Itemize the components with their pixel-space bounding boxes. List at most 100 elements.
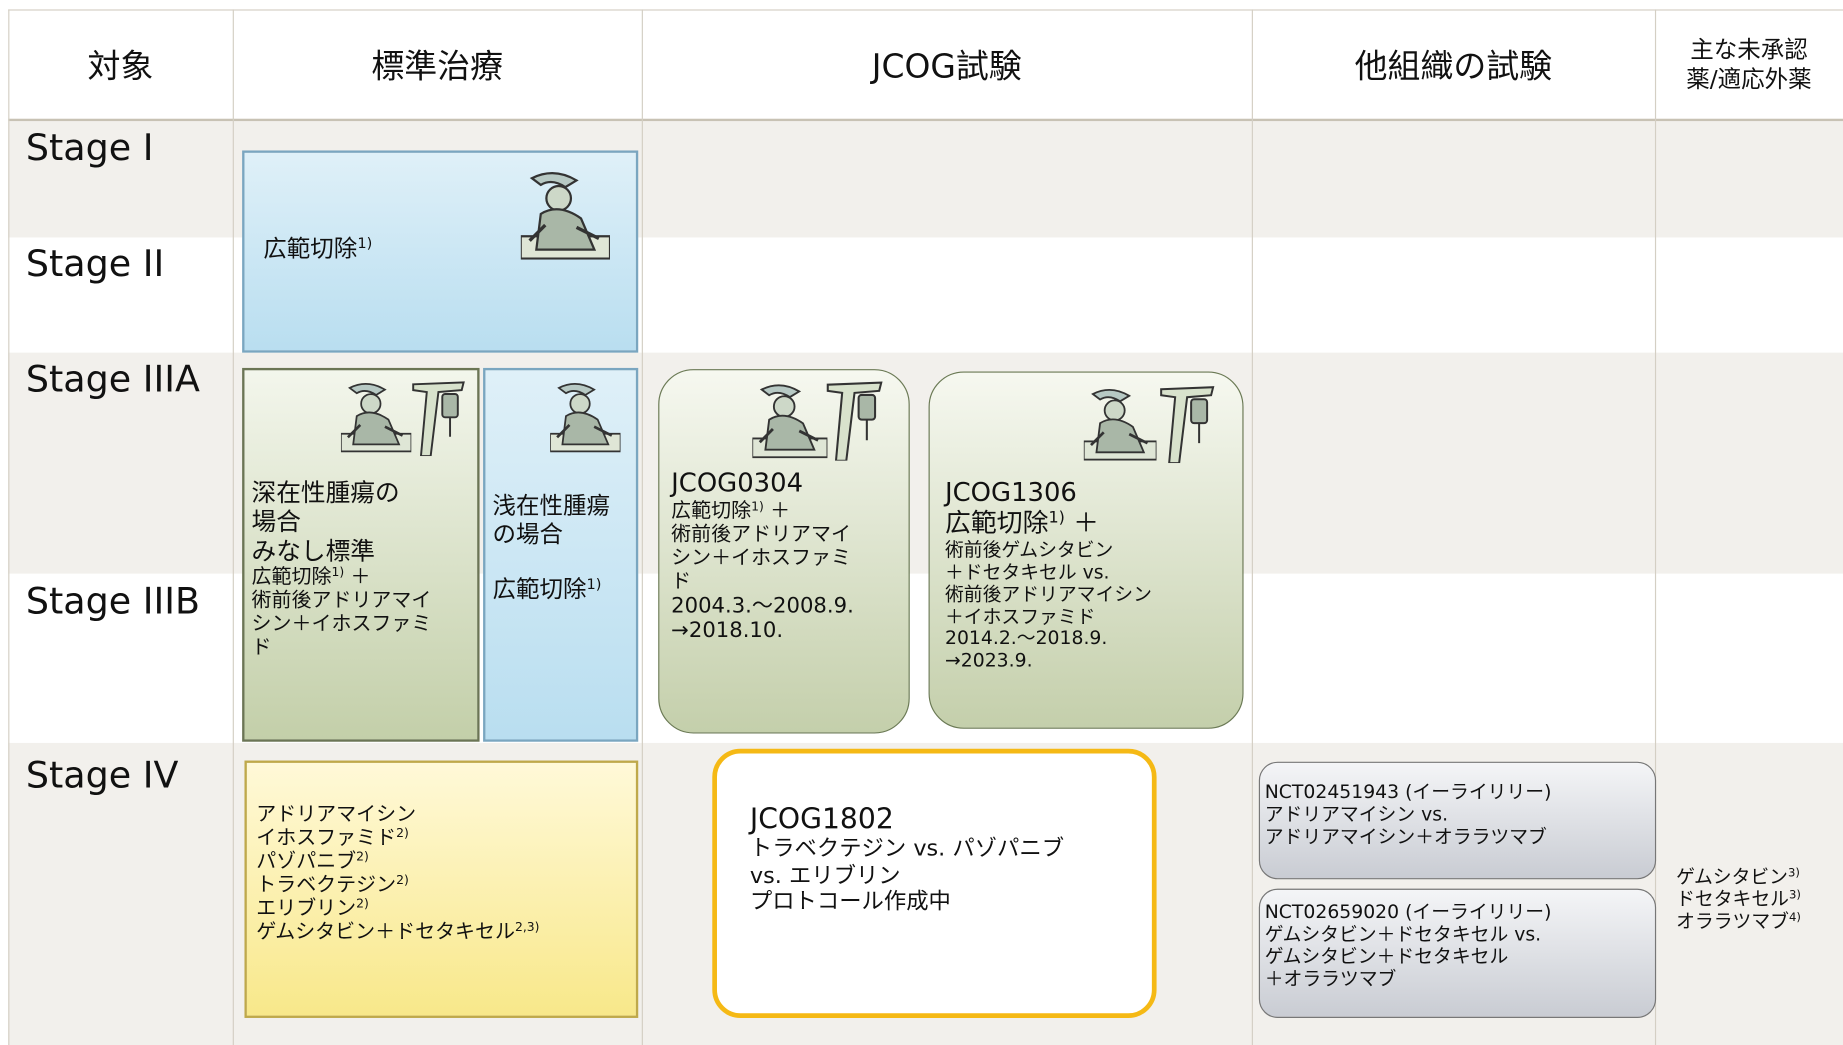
text-line: シン＋イホスファミ — [251, 612, 432, 637]
stage-label: Stage IIIA — [25, 358, 200, 401]
table-border — [1654, 9, 1657, 1045]
text-line: アドリアマイシン＋オララツマブ — [1264, 824, 1547, 848]
text: イホスファミド — [256, 826, 397, 850]
text-line: 術前後アドリアマイシン — [945, 582, 1152, 605]
column-header: 主な未承認 薬/適応外薬 — [1655, 9, 1843, 119]
text: パゾパニブ — [256, 849, 357, 874]
text-line: 広範切除1) ＋ — [945, 509, 1242, 540]
text-line: 2014.2.～2018.9. — [945, 627, 1108, 650]
text-line: イホスファミド2) — [256, 826, 636, 850]
text: 広範切除 — [492, 575, 587, 604]
text-line: トラベクテジン2) — [256, 874, 636, 898]
text: トラベクテジン — [256, 873, 397, 898]
text-line: シン＋イホスファミ — [671, 546, 851, 571]
text-line: JCOG1802 — [749, 802, 894, 836]
treatment-box: 深在性腫瘍の 場合 みなし標準 広範切除1) ＋術前後アドリアマイ シン＋イホスファミド — [242, 367, 480, 742]
text-line: NCT02659020 (イーライリリー) — [1264, 900, 1552, 923]
text-line: パゾパニブ2) — [256, 850, 636, 874]
surgeon-icon — [550, 379, 621, 454]
text: エリブリン — [256, 897, 357, 921]
text: オララツマブ — [1676, 909, 1789, 932]
column-header: 他組織の試験 — [1354, 47, 1553, 86]
header-line: 主な未承認 — [1690, 35, 1808, 64]
treatment-box: アドリアマイシン イホスファミド2) パゾパニブ2) トラベクテジン2) エリブリン2)… — [244, 760, 639, 1018]
text-line: 術前後アドリアマイ — [671, 523, 851, 547]
text-line: 広範切除1) — [263, 233, 636, 263]
text-line: vs. エリブリン — [749, 862, 901, 889]
column-header: 標準治療 — [371, 47, 504, 86]
text-line: ドセタキセル3) — [1676, 887, 1843, 911]
column-header: 対象 — [87, 47, 154, 86]
surgeon-icon — [1084, 386, 1157, 461]
drip-icon — [1157, 383, 1218, 463]
stage-label: Stage IIIB — [25, 580, 200, 624]
footnote-ref: 1) — [357, 234, 373, 252]
text-line: ＋イホスファミド — [945, 604, 1096, 628]
text-line: ド — [671, 570, 692, 594]
table-border — [8, 9, 10, 1045]
table-border — [232, 9, 234, 1045]
table-border — [8, 9, 1843, 11]
footnote-ref: 1) — [331, 565, 345, 581]
stage-label: Stage I — [25, 126, 154, 170]
text-line: JCOG0304 — [671, 469, 804, 499]
footnote-ref: 4) — [1788, 911, 1801, 925]
drip-icon — [823, 379, 886, 461]
footnote-ref: 2) — [356, 897, 369, 912]
text-line: ド — [251, 636, 272, 660]
table-border — [641, 9, 643, 1045]
text: 広範切除 — [945, 508, 1049, 539]
text-line: NCT02451943 (イーライリリー) — [1264, 780, 1552, 803]
text-line: アドリアマイシン vs. — [1264, 802, 1449, 826]
text: ＋ — [344, 565, 371, 590]
stage-label: Stage II — [25, 243, 165, 286]
text-line: 術前後ゲムシタビン — [945, 538, 1114, 561]
table-border — [8, 118, 1843, 122]
text-line: →2018.10. — [671, 618, 784, 644]
text-line: オララツマブ4) — [1676, 909, 1843, 933]
footnote-ref: 2) — [356, 850, 369, 865]
treatment-box: 浅在性腫瘍 の場合広範切除1) — [483, 367, 639, 742]
column-header: JCOG試験 — [871, 47, 1022, 86]
text-line: の場合 — [492, 519, 564, 548]
table-border — [1251, 9, 1253, 1045]
text-line: 深在性腫瘍の — [251, 478, 400, 507]
text: ＋ — [763, 499, 791, 524]
drug-list: ゲムシタビン3) ドセタキセル3) オララツマブ4) — [1669, 865, 1843, 933]
text-line: 2004.3.～2008.9. — [671, 593, 854, 619]
stage-label: Stage IV — [25, 754, 179, 797]
text-line: 広範切除1) ＋ — [671, 500, 908, 524]
text: ドセタキセル — [1676, 887, 1789, 910]
surgeon-icon — [521, 168, 610, 260]
text-line: ゲムシタビン3) — [1676, 865, 1843, 888]
header-line: 薬/適応外薬 — [1686, 64, 1812, 93]
text-line: 浅在性腫瘍 — [492, 491, 611, 520]
text: 広範切除 — [263, 233, 358, 263]
footnote-ref: 3) — [1787, 866, 1800, 880]
text: ＋ — [1064, 508, 1099, 539]
surgeon-icon — [752, 381, 827, 459]
text-line: 広範切除1) — [492, 575, 635, 604]
trial-box: JCOG1306 広範切除1) ＋術前後ゲムシタビン ＋ドセタキセル vs. 術前後ア… — [928, 371, 1244, 729]
trial-box: NCT02451943 (イーライリリー) アドリアマイシン vs. アドリアマイシ… — [1258, 761, 1657, 880]
footnote-ref: 3) — [1788, 889, 1801, 903]
text: 広範切除 — [251, 565, 332, 590]
surgeon-icon — [341, 379, 412, 454]
trial-box: JCOG1802 トラベクテジン vs. パゾパニブ vs. エリブリン プロトコール… — [712, 748, 1157, 1018]
text-line: みなし標準 — [251, 536, 375, 565]
trial-box: NCT02659020 (イーライリリー) ゲムシタビン＋ドセタキセル vs. ゲム… — [1258, 888, 1657, 1018]
text-line: ＋ドセタキセル vs. — [945, 560, 1110, 583]
footnote-ref: 1) — [586, 575, 602, 593]
footnote-ref: 2) — [396, 826, 409, 841]
text-line: ゲムシタビン＋ドセタキセル vs. — [1264, 922, 1542, 945]
text-line: ＋オララツマブ — [1264, 966, 1397, 990]
text-line: アドリアマイシン — [256, 802, 417, 827]
footnote-ref: 1) — [1048, 508, 1065, 528]
text: 広範切除 — [671, 499, 752, 524]
footnote-ref: 2) — [396, 873, 409, 888]
text-line: ゲムシタビン＋ドセタキセル — [1264, 944, 1509, 968]
text-line: JCOG1306 — [945, 478, 1077, 508]
text: ゲムシタビン＋ドセタキセル — [256, 920, 516, 945]
text-line: エリブリン2) — [256, 897, 636, 921]
